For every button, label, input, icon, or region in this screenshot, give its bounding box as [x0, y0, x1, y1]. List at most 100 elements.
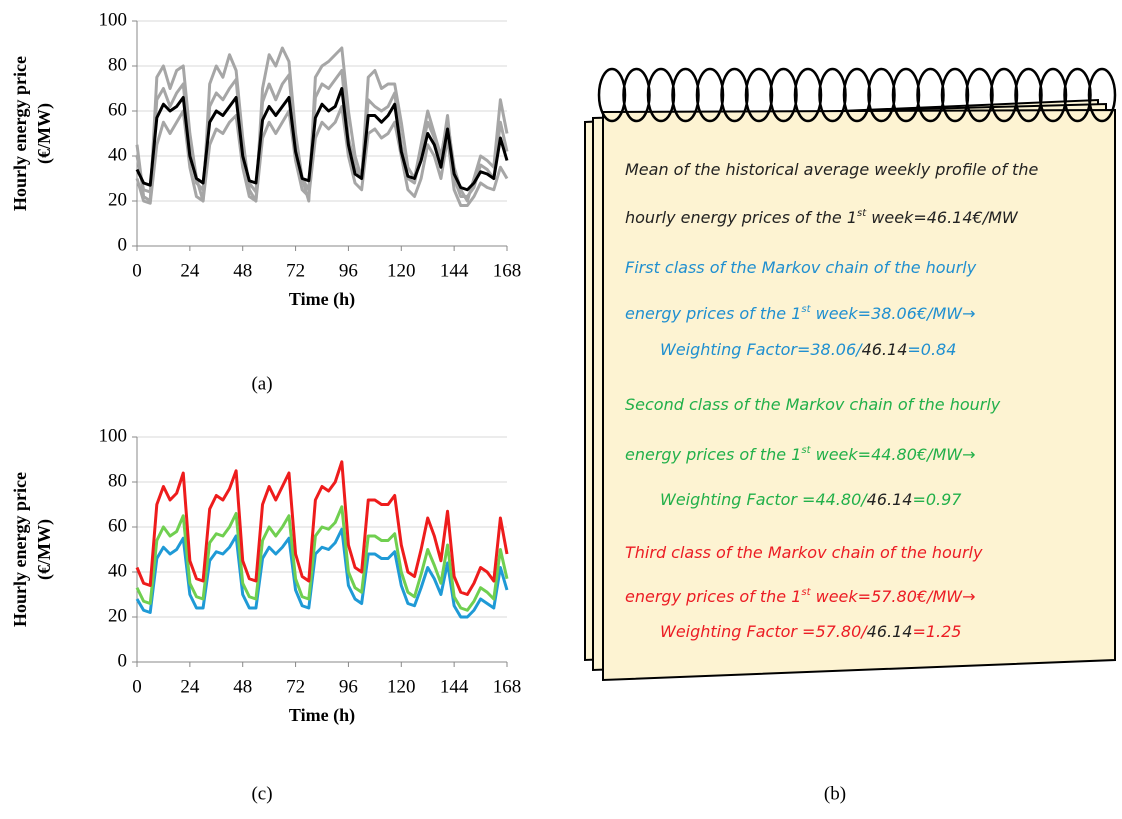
y-tick-label: 20: [108, 189, 127, 210]
note-text: =1.25: [912, 622, 961, 641]
y-axis-label: (€/MW): [34, 519, 55, 580]
note-text: st: [801, 587, 811, 598]
x-tick-label: 96: [339, 676, 358, 697]
spiral-ring: [1014, 67, 1043, 123]
note-text: 46.14: [862, 340, 908, 359]
spiral-ring: [891, 67, 921, 123]
notepad: [584, 67, 1117, 682]
note-text: 46.14: [867, 622, 913, 641]
spiral-ring: [646, 67, 676, 123]
x-tick-label: 48: [233, 260, 252, 281]
note-text: Weighting Factor =57.80/: [660, 622, 868, 641]
note-text: =0.84: [907, 340, 956, 359]
spiral-ring: [1087, 67, 1117, 123]
note-text: st: [801, 304, 811, 315]
y-tick-label: 80: [108, 470, 127, 491]
series-line: [135, 69, 509, 198]
series-line: [135, 460, 509, 596]
y-tick-label: 40: [108, 560, 127, 581]
spiral-ring: [769, 67, 798, 123]
y-tick-label: 60: [108, 99, 127, 120]
note-line: energy prices of the 1st week=38.06€/MW→: [625, 304, 975, 323]
spiral-ring: [793, 67, 823, 123]
spiral-ring: [842, 67, 872, 123]
x-tick-label: 96: [339, 260, 358, 281]
x-tick-label: 24: [180, 676, 200, 697]
y-tick-label: 100: [99, 9, 128, 30]
y-axis-label: Hourly energy price: [10, 56, 30, 211]
note-text: week=38.06€/MW→: [811, 304, 976, 323]
x-tick-label: 168: [493, 260, 522, 281]
x-tick-label: 72: [286, 676, 305, 697]
y-tick-label: 80: [108, 54, 127, 75]
note-text: Mean of the historical average weekly pr…: [625, 160, 1038, 179]
x-tick-label: 0: [132, 260, 142, 281]
note-line: Third class of the Markov chain of the h…: [625, 543, 983, 562]
note-text: =0.97: [912, 490, 962, 509]
note-line: First class of the Markov chain of the h…: [625, 258, 977, 277]
y-tick-label: 40: [108, 144, 127, 165]
note-text: energy prices of the 1: [625, 304, 801, 323]
spiral-ring: [671, 67, 700, 123]
series-line: [135, 505, 509, 612]
spiral-ring: [695, 67, 725, 123]
spiral-ring: [940, 67, 970, 123]
note-line: Weighting Factor =57.80/46.14=1.25: [660, 622, 961, 641]
x-axis-label: Time (h): [289, 705, 355, 726]
panel-label: (c): [251, 783, 272, 804]
spiral-ring: [989, 67, 1019, 123]
spiral-ring: [1063, 67, 1092, 123]
spiral-ring: [1038, 67, 1068, 123]
spiral-ring: [916, 67, 945, 123]
x-tick-label: 144: [440, 676, 469, 697]
y-axis-label: (€/MW): [34, 103, 55, 164]
note-line: hourly energy prices of the 1st week=46.…: [625, 208, 1019, 227]
note-text: Weighting Factor=38.06/: [660, 340, 863, 359]
y-tick-label: 20: [108, 605, 127, 626]
note-text: 46.14: [867, 490, 913, 509]
y-tick-label: 0: [118, 234, 128, 255]
panel-label: (b): [824, 783, 846, 804]
note-text: week=46.14€/MW: [866, 208, 1019, 227]
note-line: Mean of the historical average weekly pr…: [625, 160, 1038, 179]
note-text: Second class of the Markov chain of the …: [625, 395, 1001, 414]
x-tick-label: 48: [233, 676, 252, 697]
x-tick-label: 72: [286, 260, 305, 281]
series-line: [135, 527, 509, 619]
y-tick-label: 0: [118, 650, 128, 671]
x-tick-label: 0: [132, 676, 142, 697]
note-text: First class of the Markov chain of the h…: [625, 258, 977, 277]
note-text: week=57.80€/MW→: [811, 587, 976, 606]
note-text: st: [857, 208, 867, 219]
note-text: energy prices of the 1: [625, 587, 801, 606]
x-tick-label: 120: [387, 676, 416, 697]
x-tick-label: 120: [387, 260, 416, 281]
note-text: Weighting Factor =44.80/: [660, 490, 868, 509]
series-line: [135, 105, 509, 207]
note-text: hourly energy prices of the 1: [625, 208, 857, 227]
x-tick-label: 144: [440, 260, 469, 281]
note-line: energy prices of the 1st week=57.80€/MW→: [625, 587, 975, 606]
y-tick-label: 60: [108, 515, 127, 536]
x-tick-label: 24: [180, 260, 200, 281]
spiral-ring: [720, 67, 749, 123]
note-text: Third class of the Markov chain of the h…: [625, 543, 983, 562]
spiral-ring: [965, 67, 994, 123]
series-line: [135, 87, 509, 192]
note-line: energy prices of the 1st week=44.80€/MW→: [625, 445, 975, 464]
spiral-ring: [597, 67, 627, 123]
note-text: energy prices of the 1: [625, 445, 801, 464]
note-line: Weighting Factor=38.06/46.14=0.84: [660, 340, 956, 359]
note-text: week=44.80€/MW→: [811, 445, 976, 464]
note-line: Weighting Factor =44.80/46.14=0.97: [660, 490, 962, 509]
x-tick-label: 168: [493, 676, 522, 697]
spiral-ring: [622, 67, 651, 123]
note-text: st: [801, 445, 811, 456]
note-line: Second class of the Markov chain of the …: [625, 395, 1001, 414]
spiral-ring: [867, 67, 896, 123]
spiral-ring: [744, 67, 774, 123]
spiral-ring: [818, 67, 847, 123]
x-axis-label: Time (h): [289, 289, 355, 310]
y-tick-label: 100: [99, 425, 128, 446]
